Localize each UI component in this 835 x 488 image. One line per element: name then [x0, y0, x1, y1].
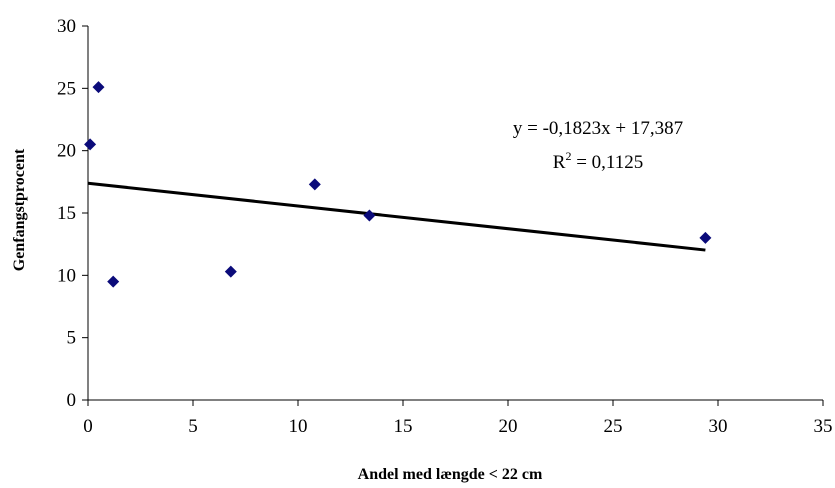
x-tick-label: 35 — [814, 416, 833, 437]
y-tick-label: 10 — [57, 265, 76, 286]
r-squared-label: R2 = 0,1125 — [553, 149, 643, 173]
x-axis-title: Andel med længde < 22 cm — [358, 466, 543, 483]
trendline-equation: y = -0,1823x + 17,387 — [513, 118, 683, 139]
data-point — [107, 275, 120, 288]
data-point — [92, 81, 105, 94]
y-tick-label: 0 — [67, 390, 77, 411]
trendline-group — [87, 181, 706, 252]
x-tick-label: 30 — [709, 416, 728, 437]
y-tick-label: 15 — [57, 203, 76, 224]
x-tick-label: 10 — [289, 416, 308, 437]
data-point — [308, 178, 321, 191]
data-points — [84, 81, 712, 288]
y-tick-label: 5 — [67, 328, 77, 349]
data-point — [84, 138, 97, 151]
trendline — [87, 181, 706, 252]
axes: 0 5 10 15 20 25 30 0 5 10 15 20 25 30 35 — [57, 16, 833, 437]
y-tick-label: 30 — [57, 16, 76, 37]
data-point — [699, 231, 712, 244]
data-point — [363, 209, 376, 222]
data-point — [224, 265, 237, 278]
y-tick-label: 20 — [57, 141, 76, 162]
y-axis-title: Genfangstprocent — [11, 148, 28, 271]
x-tick-label: 0 — [83, 416, 93, 437]
x-tick-label: 15 — [394, 416, 413, 437]
x-tick-label: 5 — [188, 416, 198, 437]
x-tick-label: 20 — [499, 416, 518, 437]
y-tick-label: 25 — [57, 78, 76, 99]
x-tick-label: 25 — [604, 416, 623, 437]
